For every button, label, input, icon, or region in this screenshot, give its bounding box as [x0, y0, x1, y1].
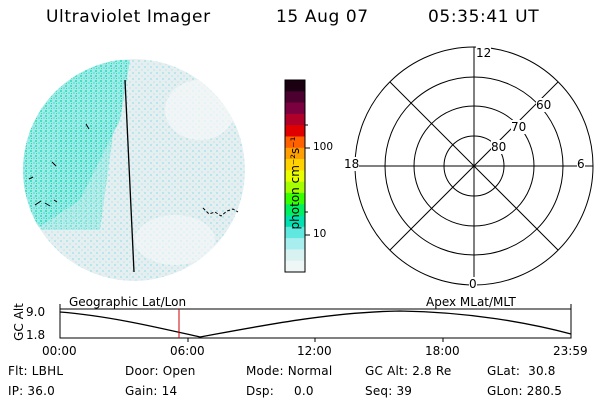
param-gc-alt: GC Alt: 2.8 Re [365, 364, 452, 378]
colorbar-segment [285, 249, 305, 262]
param-seq: Seq: 39 [365, 384, 413, 398]
param-glon: GLon: 280.5 [487, 384, 563, 398]
altitude-tick-high: 9.0 [26, 305, 46, 319]
colorbar-segment [285, 102, 305, 115]
time-tick-2359: 23:59 [553, 344, 588, 358]
altitude-curve [59, 310, 572, 338]
altitude-axis-label: GC Alt [12, 303, 26, 341]
colorbar-segment [285, 170, 305, 183]
colorbar-segment [285, 215, 305, 228]
param-filter: Flt: LBHL [8, 364, 64, 378]
time-tick-1200: 12:00 [297, 344, 332, 358]
mlt-label-12: 12 [476, 46, 492, 60]
colorbar-segment [285, 204, 305, 217]
coastline-east [202, 207, 239, 217]
coastline-west [34, 199, 58, 207]
geographic-caption: Geographic Lat/Lon [69, 295, 187, 309]
time-tick-0000: 00:00 [42, 344, 77, 358]
time-tick-1800: 18:00 [425, 344, 460, 358]
lat-label-70: 70 [511, 120, 527, 134]
altitude-panel [59, 304, 572, 342]
time-label: 05:35:41 UT [428, 7, 540, 27]
lat-label-60: 60 [536, 98, 552, 112]
time-tick-0600: 06:00 [170, 344, 205, 358]
colorbar-segment [285, 91, 305, 104]
colorbar-unit-label: photon cm⁻²s⁻¹ [288, 136, 302, 230]
colorbar-segment [285, 125, 305, 137]
colorbar-segment [285, 226, 305, 239]
colorbar-segment [285, 136, 305, 149]
polar-diagonal-2 [389, 81, 559, 251]
param-dsp: Dsp: 0.0 [246, 384, 314, 398]
param-mode: Mode: Normal [246, 364, 333, 378]
mlt-label-6: 6 [577, 157, 585, 171]
colorbar-segment [285, 238, 305, 250]
colorbar-tick-10: 10 [313, 228, 327, 240]
terminator-line [124, 79, 135, 273]
colorbar-ticks [305, 124, 310, 236]
instrument-title: Ultraviolet Imager [46, 7, 211, 27]
mlt-label-0: 0 [469, 277, 477, 291]
colorbar-segment [285, 159, 305, 171]
colorbar-segment [285, 192, 305, 205]
coastline-fragments [28, 123, 90, 180]
colorbar-segment [285, 181, 305, 194]
param-ip: IP: 36.0 [8, 384, 55, 398]
colorbar-segment [285, 113, 305, 126]
mlt-label-18: 18 [344, 157, 360, 171]
altitude-tick-low: 1.8 [26, 328, 46, 342]
colorbar-frame [284, 79, 306, 273]
lat-label-80: 80 [491, 140, 507, 154]
param-glat: GLat: 30.8 [487, 364, 556, 378]
uv-image-disk [23, 59, 245, 281]
apex-caption: Apex MLat/MLT [426, 295, 516, 309]
colorbar-tick-100: 100 [313, 141, 334, 153]
param-gain: Gain: 14 [125, 384, 178, 398]
colorbar-segment [285, 260, 305, 273]
date-label: 15 Aug 07 [276, 7, 369, 27]
param-door: Door: Open [125, 364, 196, 378]
colorbar-segment [285, 80, 305, 92]
colorbar-segment [285, 147, 305, 160]
colorbar [284, 79, 306, 273]
polar-grid [354, 46, 594, 286]
